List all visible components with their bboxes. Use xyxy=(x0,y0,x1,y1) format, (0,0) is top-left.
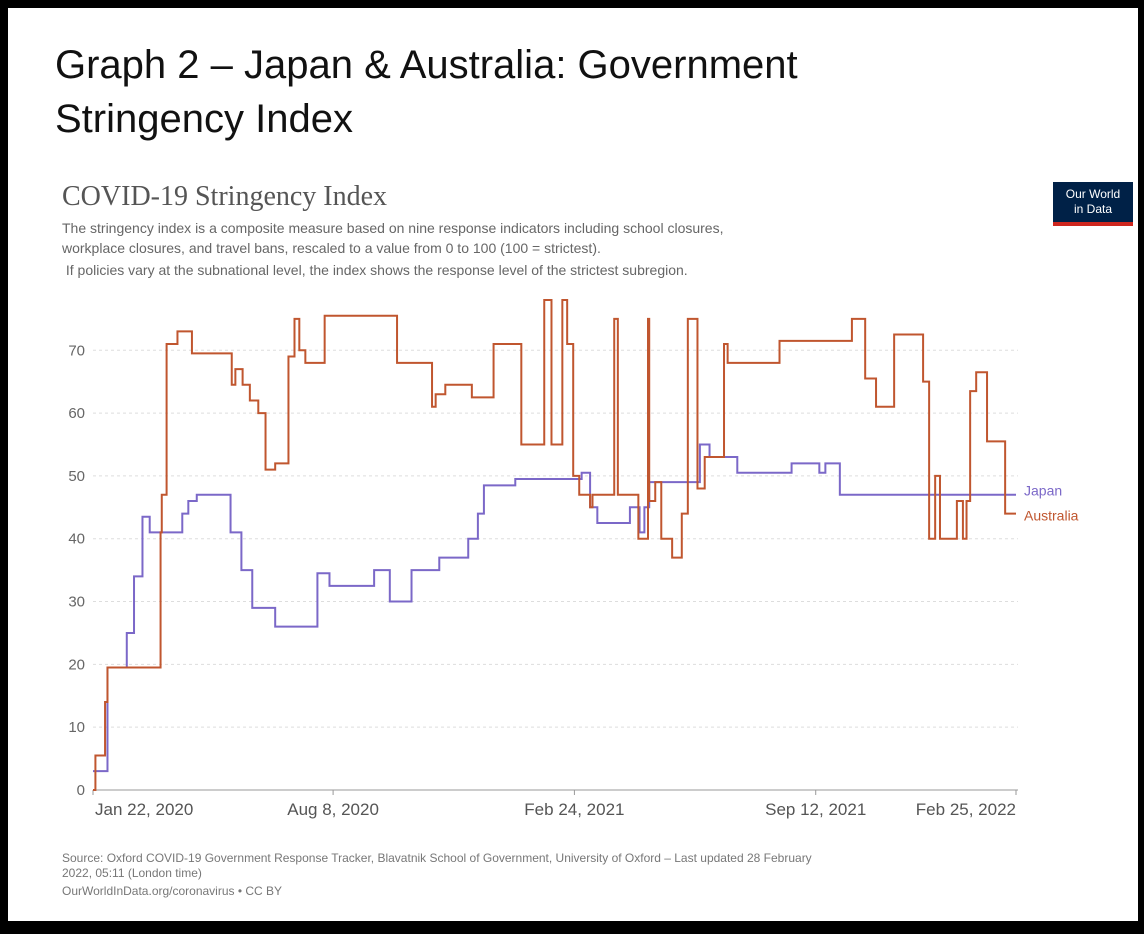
x-tick-label: Feb 25, 2022 xyxy=(916,800,1016,819)
source: Source: Oxford COVID-19 Government Respo… xyxy=(62,851,812,865)
y-tick-label: 20 xyxy=(68,656,85,673)
y-tick-label: 50 xyxy=(68,468,85,485)
source: 2022, 05:11 (London time) xyxy=(62,866,202,880)
subtitle: If policies vary at the subnational leve… xyxy=(62,262,688,278)
subtitle: The stringency index is a composite meas… xyxy=(62,220,723,236)
y-tick-label: 30 xyxy=(68,594,85,611)
x-tick-label: Sep 12, 2021 xyxy=(765,800,866,819)
x-tick-label: Jan 22, 2020 xyxy=(95,800,193,819)
series-line xyxy=(93,443,1016,773)
y-tick-label: 70 xyxy=(68,342,85,359)
y-tick-label: 40 xyxy=(68,531,85,548)
heading: Graph 2 – Japan & Australia: Government xyxy=(55,43,798,87)
subtitle: workplace closures, and travel bans, res… xyxy=(61,240,601,256)
y-tick-label: 60 xyxy=(68,405,85,422)
footer: OurWorldInData.org/coronavirus • CC BY xyxy=(62,884,282,898)
y-tick-label: 10 xyxy=(68,719,85,736)
series-label: Australia xyxy=(1024,508,1079,524)
series-label: Japan xyxy=(1024,483,1062,499)
x-tick-label: Feb 24, 2021 xyxy=(524,800,624,819)
y-tick-label: 0 xyxy=(77,782,85,799)
heading: Stringency Index xyxy=(55,97,353,141)
logo-underline xyxy=(1053,222,1133,226)
series-line xyxy=(93,299,1016,791)
x-tick-label: Aug 8, 2020 xyxy=(287,800,379,819)
logo-text: in Data xyxy=(1074,202,1112,216)
chart-title: COVID-19 Stringency Index xyxy=(62,181,387,212)
logo-box xyxy=(1053,182,1133,224)
logo-text: Our World xyxy=(1066,187,1120,201)
